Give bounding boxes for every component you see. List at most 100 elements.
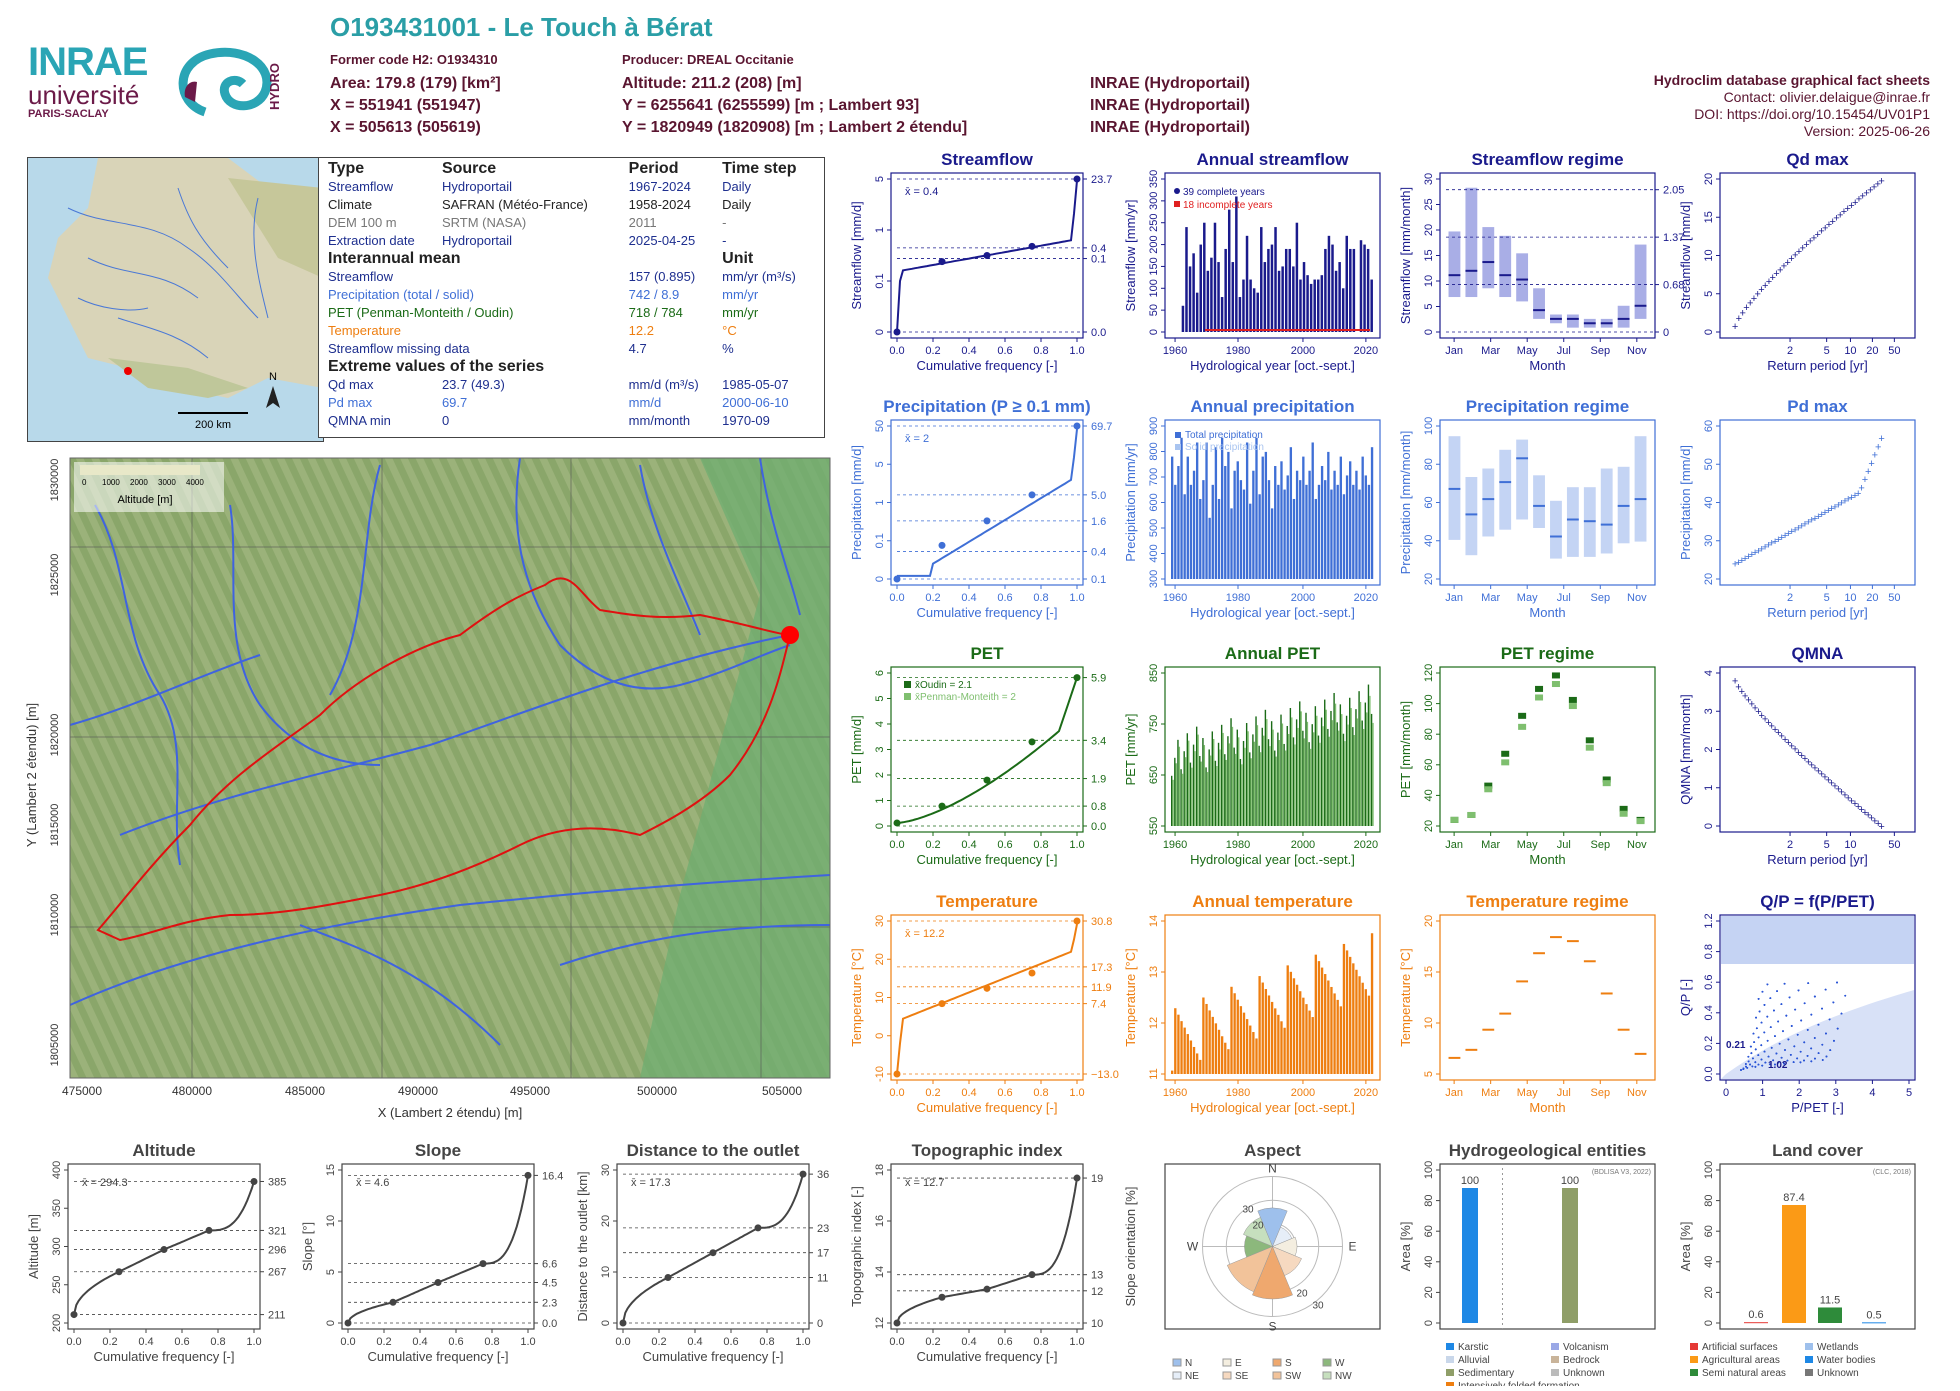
x-tick-label: Sep	[1590, 1087, 1610, 1099]
year-bar-pm	[1259, 752, 1262, 826]
right-tick-label: 69.7	[1091, 421, 1112, 433]
return-point: +	[1732, 321, 1738, 333]
daily-point	[1817, 1023, 1820, 1026]
year-bar	[1236, 461, 1239, 579]
year-bar-oudin	[1245, 723, 1248, 826]
right-tick-label: 11.9	[1091, 982, 1112, 994]
daily-point	[1754, 1048, 1757, 1051]
quantile-point	[1073, 422, 1081, 430]
source-3: INRAE (Hydroportail)	[1090, 119, 1250, 136]
year-bar	[1292, 498, 1296, 579]
daily-point	[1821, 1059, 1824, 1061]
year-bar	[1224, 1042, 1227, 1074]
mean-label: x̄ = 2	[905, 433, 929, 445]
year-bar-pm	[1209, 755, 1212, 826]
quantile-point	[893, 1070, 901, 1078]
year-bar-oudin	[1277, 732, 1279, 826]
x-tick-label: 0.6	[997, 345, 1012, 357]
regime-box	[1550, 500, 1562, 559]
cdf-line	[896, 923, 1078, 1075]
year-bar	[1333, 470, 1336, 579]
cell: Pd max	[328, 395, 373, 410]
y-axis-label: Precipitation [mm/d]	[1678, 445, 1693, 560]
year-bar-oudin	[1336, 722, 1338, 826]
daily-point	[1764, 1061, 1767, 1064]
y-tick-label: 350	[1148, 170, 1160, 188]
oudin-mark	[1518, 712, 1527, 719]
year-bar	[1277, 484, 1280, 579]
daily-point	[1794, 1008, 1797, 1011]
cell: Hydroportail	[441, 179, 513, 194]
year-bar-pm	[1344, 741, 1346, 826]
regime-box	[1634, 244, 1647, 319]
pm-mark	[1467, 811, 1476, 818]
hydro-logo: HYDRO	[165, 42, 295, 122]
legend-square	[1272, 1358, 1282, 1367]
x-tick-label: Jul	[1557, 1087, 1571, 1099]
oudin-mark	[1535, 685, 1544, 692]
logo-univ-text: université	[28, 80, 140, 110]
year-bar	[1352, 484, 1355, 579]
year-bar-oudin	[1302, 730, 1304, 826]
year-bar	[1239, 480, 1243, 579]
return-point: +	[1818, 769, 1824, 781]
return-point: +	[1802, 753, 1808, 765]
y-tick-label: 100	[1703, 1161, 1715, 1179]
legend-square	[1175, 432, 1181, 438]
year-bar	[1255, 1038, 1258, 1074]
return-point: +	[1765, 540, 1771, 552]
y-tick-label: 5	[874, 461, 886, 467]
year-bar-pm	[1194, 751, 1196, 826]
chart-title: Hydrogeological entities	[1449, 1141, 1646, 1160]
quantile-point	[619, 1319, 627, 1327]
daily-point	[1749, 1045, 1752, 1048]
return-point: +	[1792, 744, 1798, 756]
year-bar	[1171, 1070, 1174, 1074]
doi-link[interactable]: DOI: https://doi.org/10.15454/UV01P1	[1694, 106, 1930, 122]
y-tick: 1830000	[49, 459, 61, 502]
year-bar	[1239, 1006, 1243, 1074]
x-tick-label: 2020	[1354, 345, 1378, 357]
right-tick-label: 2.3	[542, 1297, 557, 1309]
inset-north: N	[269, 371, 277, 383]
y-tick-label: 400	[1148, 544, 1160, 562]
year-bar	[1358, 489, 1361, 579]
year-bar	[1355, 470, 1358, 579]
return-point: +	[1838, 787, 1844, 799]
year-bar-pm	[1241, 764, 1243, 826]
pm-mark	[1484, 786, 1493, 793]
year-bar	[1292, 978, 1296, 1074]
y-axis-label: Streamflow [mm/d]	[849, 201, 864, 309]
daily-point	[1766, 1015, 1769, 1018]
year-bar-oudin	[1192, 744, 1195, 826]
daily-point	[1829, 1049, 1832, 1051]
return-point: +	[1841, 206, 1847, 218]
x-tick-label: 0.2	[102, 1336, 117, 1348]
contact-link[interactable]: Contact: olivier.delaigue@inrae.fr	[1723, 89, 1930, 105]
y-axis-label: Streamflow [mm/yr]	[1123, 200, 1138, 312]
x-tick-label: 0	[1723, 1087, 1729, 1099]
year-bar-pm	[1328, 736, 1330, 826]
year-bar-pm	[1272, 729, 1274, 826]
x-tick-label: 5	[1906, 1087, 1912, 1099]
daily-point	[1810, 1060, 1813, 1063]
daily-point	[1796, 1057, 1799, 1060]
year-bar	[1327, 235, 1331, 332]
y-tick-label: -10	[874, 1066, 886, 1082]
return-point: +	[1782, 734, 1788, 746]
year-bar	[1317, 961, 1321, 1074]
source-2: INRAE (Hydroportail)	[1090, 97, 1250, 114]
x-axis-label: Hydrological year [oct.-sept.]	[1190, 605, 1355, 620]
daily-point	[1746, 1066, 1749, 1069]
quantile-point	[893, 328, 901, 336]
right-tick-label: 30.8	[1091, 916, 1112, 928]
x-tick-label: 0.8	[1033, 1336, 1048, 1348]
return-point: +	[1808, 759, 1814, 771]
y-tick-label: 10	[600, 1266, 612, 1278]
quantile-point	[1028, 491, 1036, 499]
daily-point	[1766, 983, 1769, 986]
oudin-mark	[1484, 782, 1493, 789]
year-bar-oudin	[1349, 697, 1351, 826]
x-axis-label: P/PET [-]	[1791, 1100, 1844, 1115]
year-bar	[1195, 1053, 1199, 1074]
